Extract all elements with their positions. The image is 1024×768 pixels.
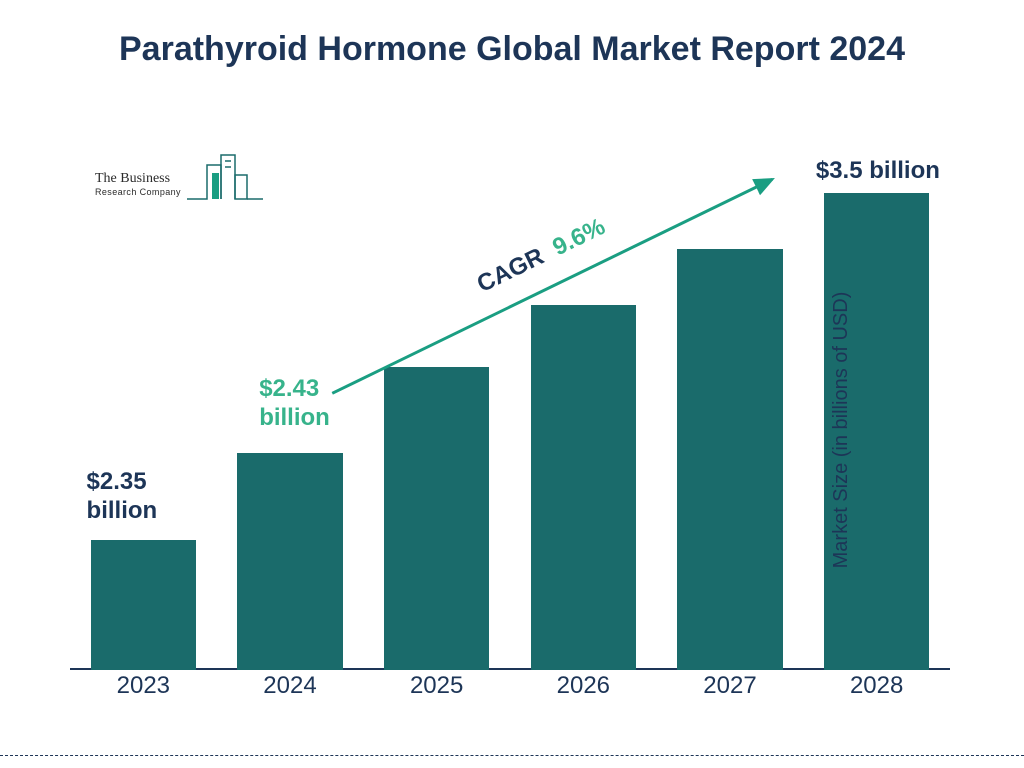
bottom-dashed-line [0,755,1024,756]
bar-2024 [237,453,343,670]
x-axis-labels: 202320242025202620272028 [70,672,950,706]
bar-label-2024: $2.43 billion [259,375,330,433]
x-label-2025: 2025 [363,672,510,700]
plot-area [70,150,950,670]
x-label-2024: 2024 [217,672,364,700]
bar-chart: 202320242025202620272028 Market Size (in… [70,150,950,710]
bar-2025 [384,367,490,670]
bar-label-2024-line1: $2.43 [259,375,330,404]
y-axis-title: Market Size (in billions of USD) [830,292,853,569]
bar-2023 [91,540,197,670]
x-label-2023: 2023 [70,672,217,700]
x-label-2027: 2027 [657,672,804,700]
bar-label-2028-line1: $3.5 billion [816,157,940,186]
bar-label-2023-line2: billion [87,497,158,526]
x-axis-baseline [70,668,950,670]
bar-label-2028: $3.5 billion [816,157,940,186]
bar-label-2023: $2.35 billion [87,468,158,526]
chart-title: Parathyroid Hormone Global Market Report… [0,28,1024,71]
bar-2027 [677,249,783,670]
x-label-2028: 2028 [803,672,950,700]
bar-label-2024-line2: billion [259,404,330,433]
bar-2026 [531,305,637,670]
chart-stage: { "title": { "text": "Parathyroid Hormon… [0,0,1024,768]
bar-label-2023-line1: $2.35 [87,468,158,497]
x-label-2026: 2026 [510,672,657,700]
